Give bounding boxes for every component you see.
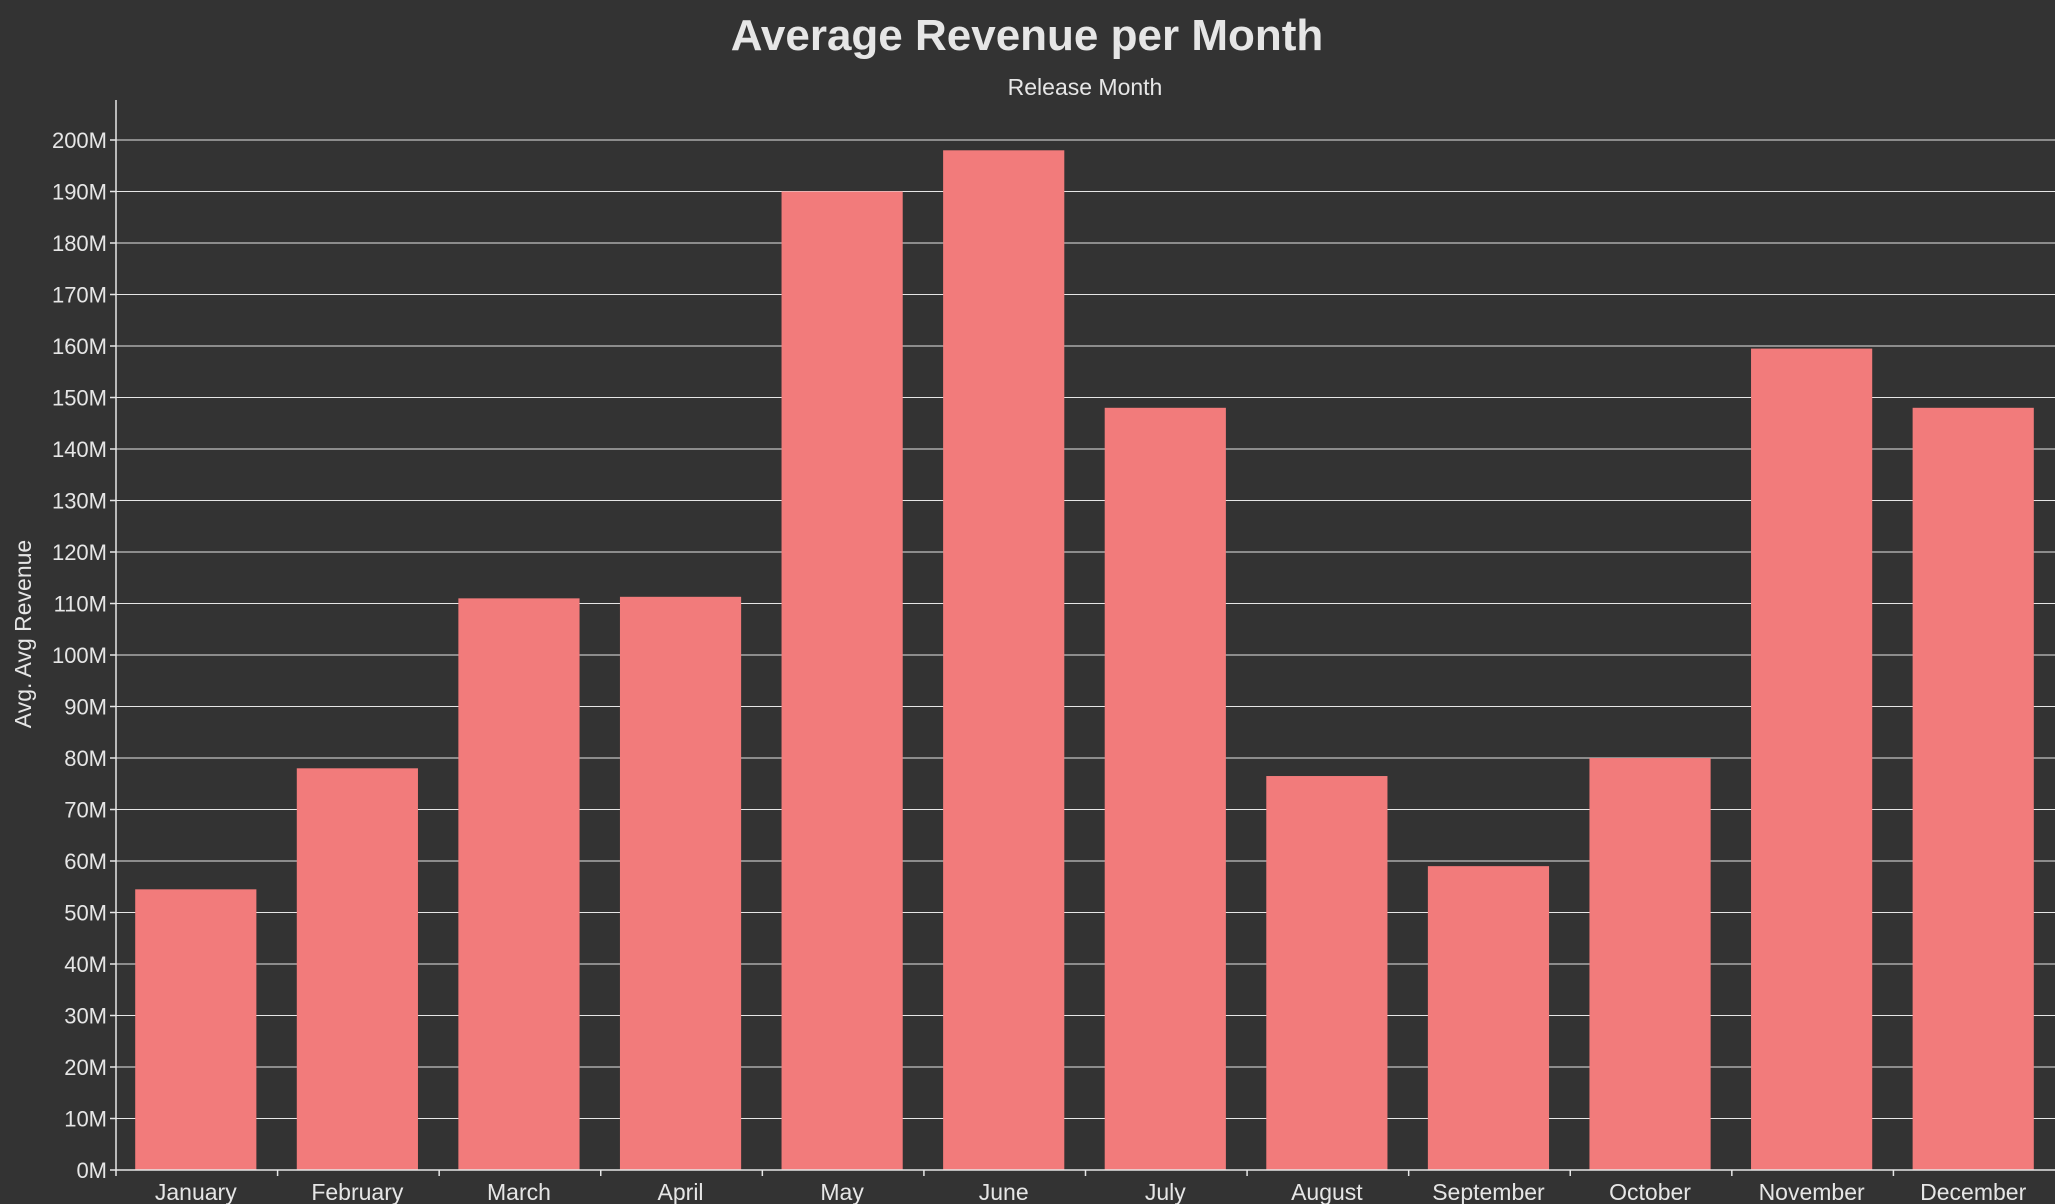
y-tick-label: 200M (52, 128, 107, 153)
y-tick-label: 100M (52, 643, 107, 668)
y-tick-label: 80M (64, 746, 107, 771)
bar-january (135, 889, 257, 1170)
y-tick-label: 160M (52, 334, 107, 359)
y-tick-label: 120M (52, 540, 107, 565)
x-tick-labels: January February March April May June July Augu… (115, 1170, 2027, 1204)
x-tick-label-january: January (155, 1179, 237, 1204)
y-tick-label: 60M (64, 849, 107, 874)
x-tick-label-june: June (979, 1179, 1029, 1204)
bar-november (1751, 348, 1873, 1170)
y-tick-label: 50M (64, 901, 107, 926)
x-tick-label-march: March (487, 1179, 551, 1204)
bar-july (1104, 407, 1226, 1170)
bar-june (943, 150, 1065, 1171)
y-tick-label: 40M (64, 952, 107, 977)
bar-march (458, 598, 580, 1170)
y-tick-label: 190M (52, 180, 107, 205)
y-tick-label: 20M (64, 1055, 107, 1080)
x-tick-label-december: December (1920, 1179, 2026, 1204)
y-tick-label: 170M (52, 283, 107, 308)
y-tick-label: 70M (64, 798, 107, 823)
y-tick-label: 180M (52, 231, 107, 256)
y-axis-label: Avg. Avg Revenue (10, 540, 36, 728)
y-tick-label: 30M (64, 1004, 107, 1029)
x-tick-label-april: April (658, 1179, 704, 1204)
x-tick-label-september: September (1432, 1179, 1545, 1204)
bar-october (1589, 758, 1711, 1170)
x-tick-label-august: August (1291, 1179, 1363, 1204)
bar-december (1912, 407, 2034, 1170)
bar-april (619, 596, 742, 1170)
bar-may (781, 191, 903, 1170)
x-tick-label-february: February (311, 1179, 404, 1204)
x-tick-label-may: May (820, 1179, 864, 1204)
x-tick-label-october: October (1609, 1179, 1691, 1204)
y-tick-label: 130M (52, 489, 107, 514)
y-tick-label: 140M (52, 437, 107, 462)
x-tick-label-november: November (1759, 1179, 1865, 1204)
grid-lines (116, 139, 2055, 1119)
bars (135, 150, 2034, 1171)
bar-august (1266, 776, 1388, 1170)
y-tick-label: 110M (54, 592, 107, 617)
y-tick-label: 90M (64, 695, 107, 720)
y-tick-labels: 0M 10M 20M 30M 40M 50M 60M 70M 80M 90M 100M 110M 120… (52, 128, 116, 1183)
chart-title: Average Revenue per Month (731, 11, 1324, 60)
y-tick-label: 10M (64, 1107, 107, 1132)
chart-subtitle: Release Month (1008, 74, 1163, 100)
y-tick-label: 0M (76, 1158, 107, 1183)
bar-february (296, 768, 418, 1170)
bar-september (1427, 866, 1550, 1170)
y-tick-label: 150M (52, 386, 107, 411)
x-tick-label-july: July (1145, 1179, 1186, 1204)
